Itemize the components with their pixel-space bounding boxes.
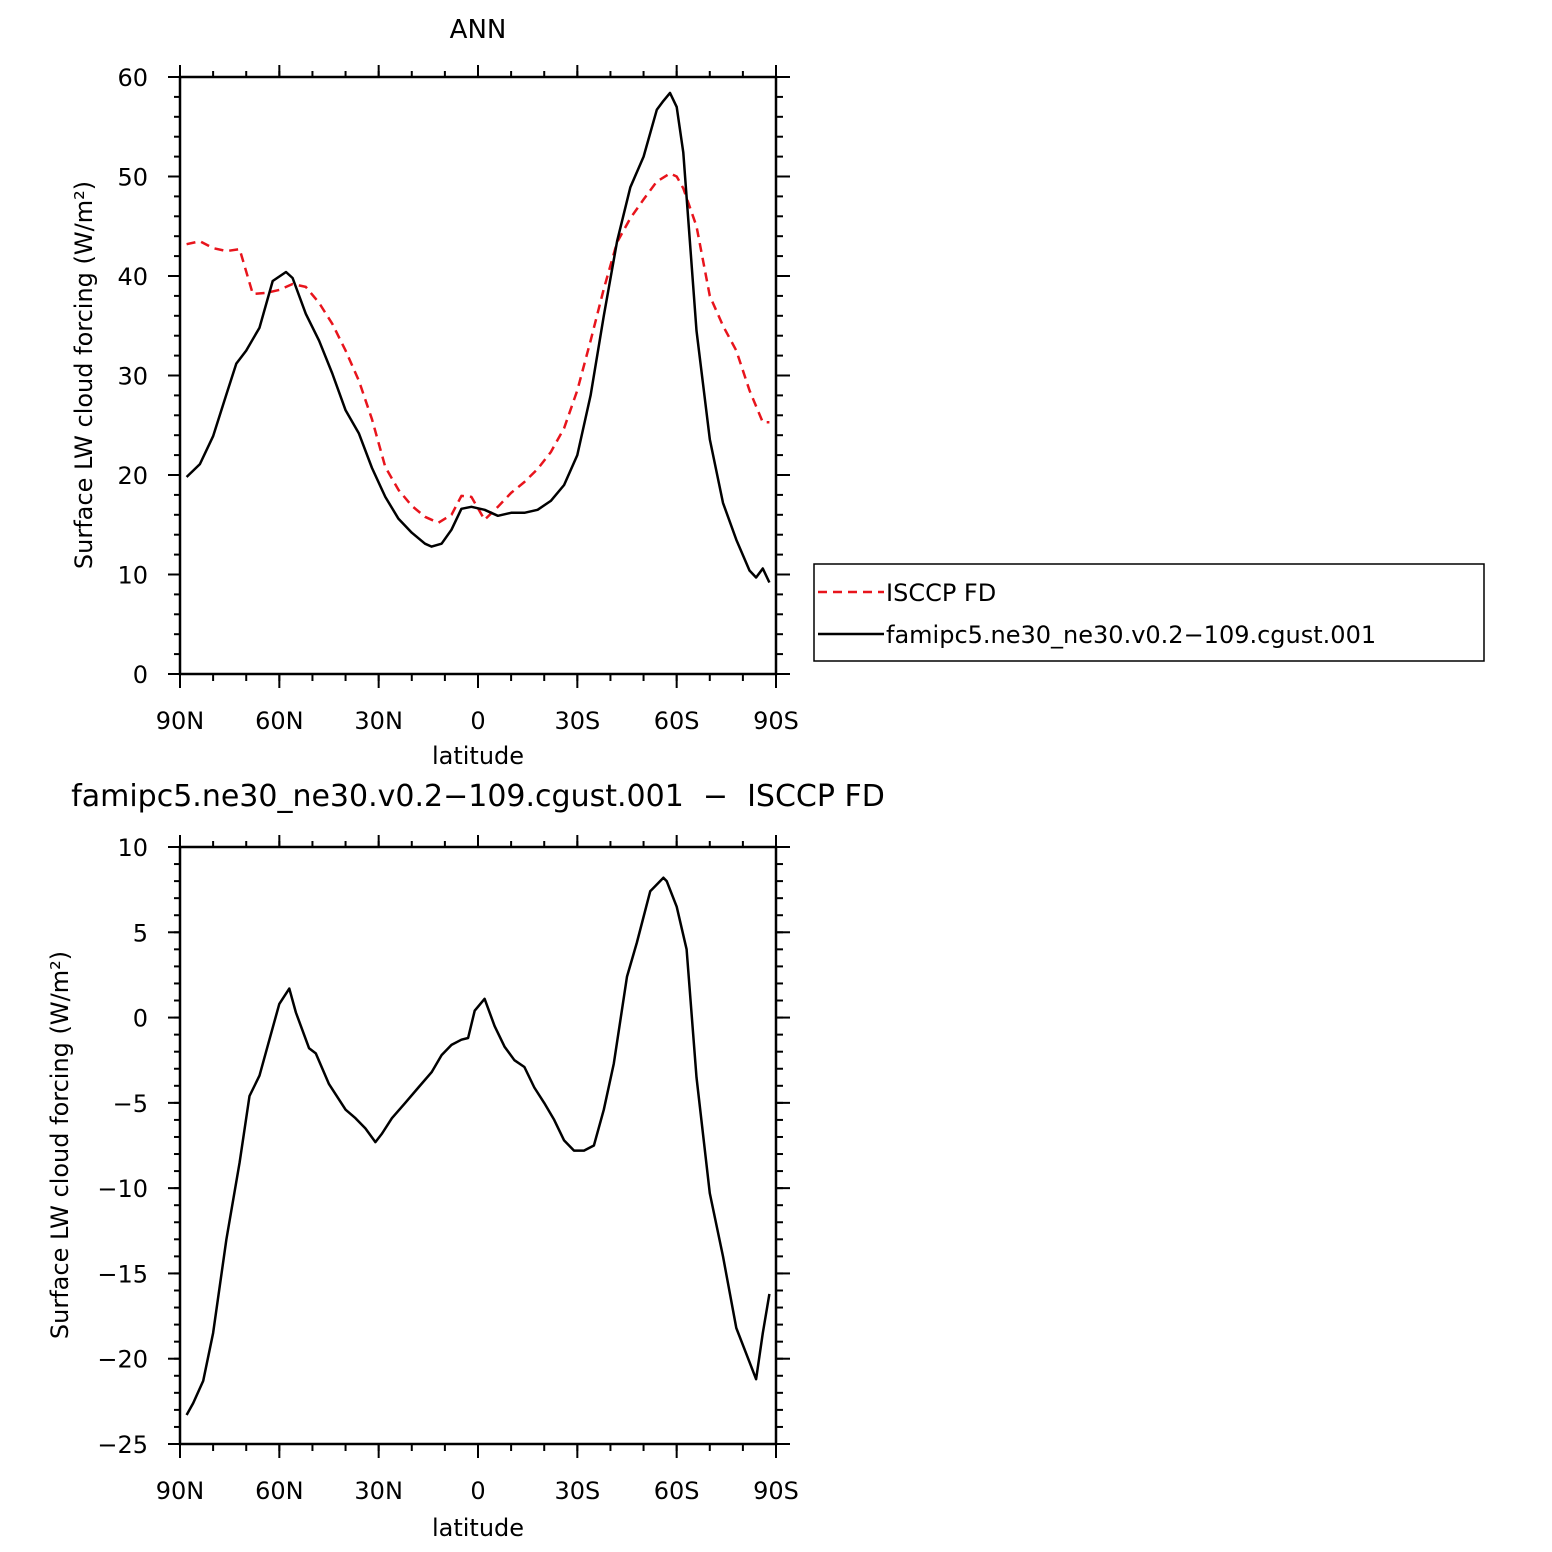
top-plot-frame bbox=[178, 75, 778, 676]
y-tick-label: −15 bbox=[97, 1260, 148, 1288]
y-tick-label: 0 bbox=[133, 1005, 148, 1033]
x-tick-label: 90S bbox=[753, 1477, 799, 1505]
y-tick-label: −20 bbox=[97, 1346, 148, 1374]
legend-label-isccp: ISCCP FD bbox=[886, 579, 996, 607]
y-tick-label: 50 bbox=[117, 164, 148, 192]
y-tick-label: 60 bbox=[117, 64, 148, 92]
x-tick-label: 90S bbox=[753, 707, 799, 735]
y-tick-label: 30 bbox=[117, 363, 148, 391]
x-tick-label: 90N bbox=[156, 707, 205, 735]
x-tick-label: 60S bbox=[654, 1477, 700, 1505]
top-x-axis-label: latitude bbox=[432, 742, 524, 770]
model-line bbox=[185, 91, 771, 584]
y-tick-label: 40 bbox=[117, 263, 148, 291]
difference-line bbox=[185, 876, 771, 1416]
y-tick-label: 20 bbox=[117, 462, 148, 490]
bottom-x-ticks: 90N 60N 30N 0 30S 60S 90S bbox=[156, 835, 799, 1505]
bottom-plot-frame bbox=[178, 845, 778, 1446]
x-tick-label: 30N bbox=[354, 1477, 403, 1505]
x-tick-label: 60N bbox=[255, 707, 304, 735]
x-tick-label: 30N bbox=[354, 707, 403, 735]
y-tick-label: 0 bbox=[133, 661, 148, 689]
x-tick-label: 60N bbox=[255, 1477, 304, 1505]
x-tick-label: 0 bbox=[470, 707, 485, 735]
top-chart-title: ANN bbox=[450, 15, 507, 45]
bottom-x-axis-label: latitude bbox=[432, 1514, 524, 1542]
legend: ISCCP FD famipc5.ne30_ne30.v0.2−109.cgus… bbox=[813, 563, 1485, 662]
panel-bottom: famipc5.ne30_ne30.v0.2−109.cgust.001 − I… bbox=[46, 779, 885, 1542]
top-x-ticks: 90N 60N 30N 0 30S 60S 90S bbox=[156, 65, 799, 735]
x-tick-label: 0 bbox=[470, 1477, 485, 1505]
top-series-lines bbox=[185, 91, 771, 584]
top-y-axis-label: Surface LW cloud forcing (W/m²) bbox=[70, 181, 98, 569]
bottom-series-lines bbox=[185, 876, 771, 1416]
x-tick-label: 90N bbox=[156, 1477, 205, 1505]
x-tick-label: 60S bbox=[654, 707, 700, 735]
bottom-chart-title: famipc5.ne30_ne30.v0.2−109.cgust.001 − I… bbox=[71, 779, 885, 814]
x-tick-label: 30S bbox=[554, 1477, 600, 1505]
y-tick-label: 10 bbox=[117, 562, 148, 590]
legend-label-model: famipc5.ne30_ne30.v0.2−109.cgust.001 bbox=[886, 621, 1376, 649]
x-tick-label: 30S bbox=[554, 707, 600, 735]
y-tick-label: 10 bbox=[117, 834, 148, 862]
panel-top: ANN 0 10 20 30 40 50 60 90N 60N 30N 0 30S 60S 90S la… bbox=[70, 15, 1485, 770]
bottom-y-axis-label: Surface LW cloud forcing (W/m²) bbox=[46, 951, 74, 1339]
top-y-ticks: 0 10 20 30 40 50 60 bbox=[117, 64, 790, 689]
bottom-y-ticks: −25 −20 −15 −10 −5 0 5 10 bbox=[97, 834, 790, 1459]
y-tick-label: 5 bbox=[133, 919, 148, 947]
legend-box bbox=[813, 563, 1485, 662]
y-tick-label: −10 bbox=[97, 1175, 148, 1203]
y-tick-label: −25 bbox=[97, 1431, 148, 1459]
isccp-fd-line bbox=[186, 172, 770, 525]
y-tick-label: −5 bbox=[113, 1090, 148, 1118]
